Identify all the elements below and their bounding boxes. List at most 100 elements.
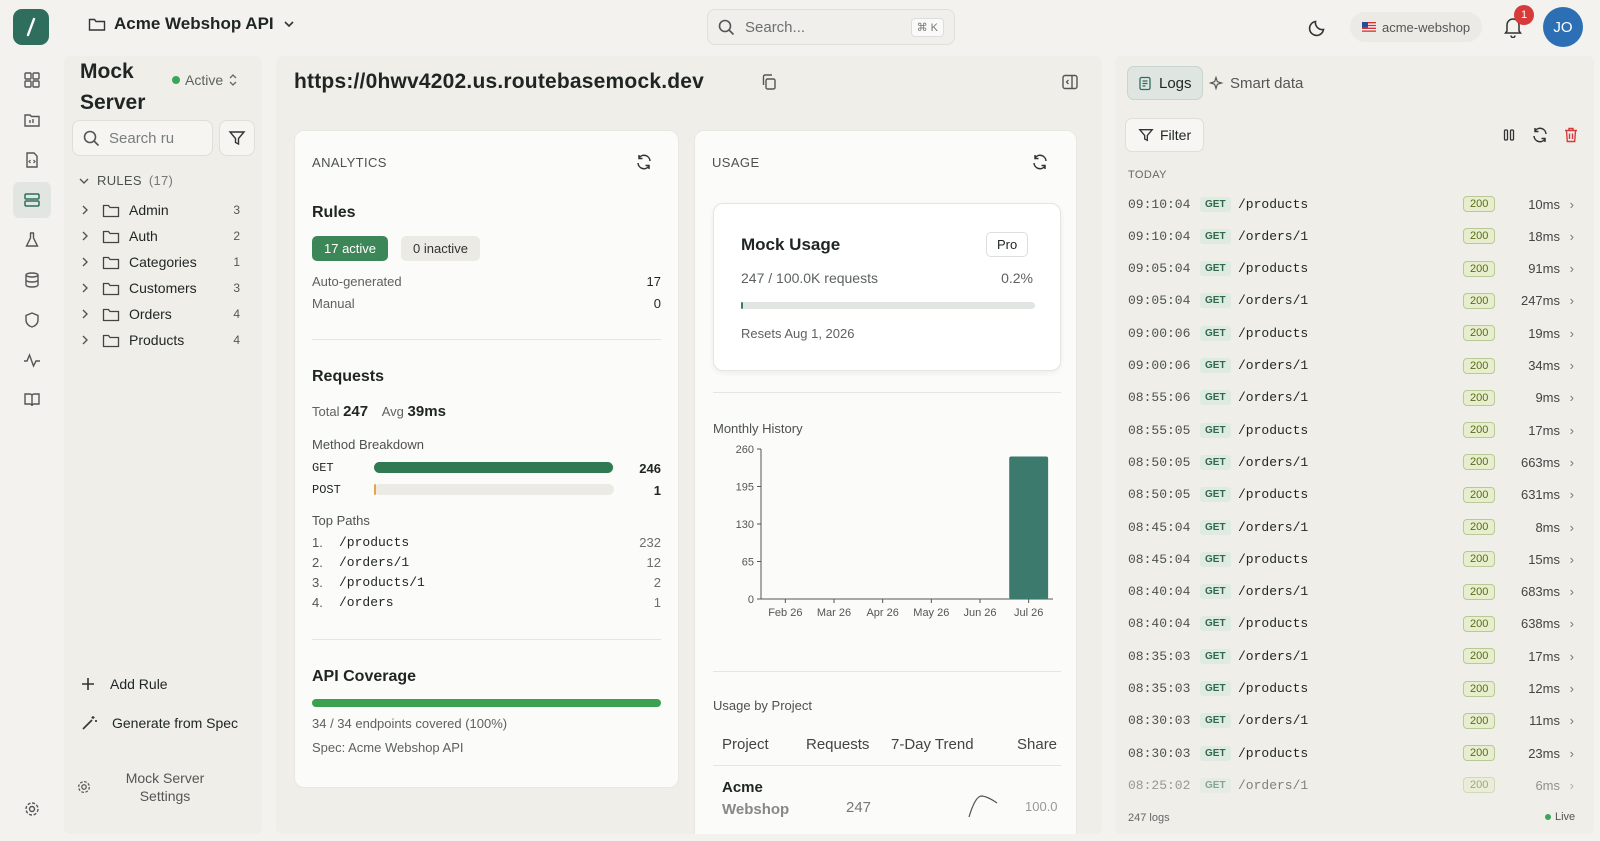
search-placeholder: Search... xyxy=(745,18,806,36)
folder-name: Orders xyxy=(129,306,172,322)
chevron-right-icon: › xyxy=(1569,681,1574,696)
th-trend: 7-Day Trend xyxy=(891,736,974,753)
rail-files[interactable] xyxy=(19,147,45,173)
rail-settings[interactable] xyxy=(19,796,45,822)
server-status-toggle[interactable]: Active xyxy=(172,72,238,88)
log-row[interactable]: 09:00:06 GET/orders/1 200 34ms › xyxy=(1115,350,1594,382)
rail-docs[interactable] xyxy=(19,387,45,413)
tab-logs[interactable]: Logs xyxy=(1127,66,1203,100)
environment-name: acme-webshop xyxy=(1382,19,1471,35)
tab-smart-data[interactable]: Smart data xyxy=(1199,66,1313,100)
avatar[interactable]: JO xyxy=(1543,7,1583,47)
log-row[interactable]: 08:45:04 GET/orders/1 200 8ms › xyxy=(1115,511,1594,543)
log-method: GET xyxy=(1200,390,1231,406)
chevron-right-icon: › xyxy=(1569,261,1574,277)
folder-icon xyxy=(102,308,120,321)
chevron-right-icon: › xyxy=(1569,228,1574,244)
rail-security[interactable] xyxy=(19,307,45,333)
log-row[interactable]: 08:45:04 GET/products 200 15ms › xyxy=(1115,543,1594,575)
copy-url-button[interactable] xyxy=(760,73,778,91)
log-time: 09:10:04 xyxy=(1128,228,1191,244)
method-get-bar-fill xyxy=(374,462,614,473)
theme-toggle[interactable] xyxy=(1308,17,1328,37)
log-row[interactable]: 08:55:06 GET/orders/1 200 9ms › xyxy=(1115,382,1594,414)
log-row[interactable]: 09:00:06 GET/products 200 19ms › xyxy=(1115,317,1594,349)
pause-logs-button[interactable] xyxy=(1501,127,1517,143)
manual-label: Manual xyxy=(312,296,355,311)
generate-label: Generate from Spec xyxy=(112,715,239,731)
log-path: /orders/1 xyxy=(1238,228,1309,244)
log-method: GET xyxy=(1200,681,1231,696)
rail-database[interactable] xyxy=(19,267,45,293)
log-time: 08:50:05 xyxy=(1128,487,1191,503)
sidebar-folder-auth[interactable]: Auth 2 xyxy=(78,224,248,248)
refresh-icon xyxy=(1033,154,1047,170)
top-path-row: 4. /orders 1 xyxy=(312,595,661,610)
log-method: GET xyxy=(1200,261,1231,277)
project-name: Acme Webshop API xyxy=(114,14,274,33)
log-row[interactable]: 08:35:03 GET/products 200 12ms › xyxy=(1115,673,1594,705)
log-duration: 19ms xyxy=(1528,325,1560,341)
global-search[interactable]: Search... ⌘ K xyxy=(707,9,955,45)
log-row[interactable]: 08:40:04 GET/products 200 638ms › xyxy=(1115,608,1594,640)
log-duration: 23ms xyxy=(1528,745,1560,761)
log-row[interactable]: 08:40:04 GET/orders/1 200 683ms › xyxy=(1115,576,1594,608)
log-row[interactable]: 08:25:02 GET/orders/1 200 6ms › xyxy=(1115,769,1594,801)
log-method: GET xyxy=(1200,584,1231,600)
sidebar-folder-products[interactable]: Products 4 xyxy=(78,328,248,352)
generate-from-spec-button[interactable]: Generate from Spec xyxy=(80,714,238,732)
tab-smart-data-label: Smart data xyxy=(1230,74,1304,92)
log-duration: 10ms xyxy=(1528,196,1560,212)
app-logo[interactable] xyxy=(13,9,49,45)
project-name-line1: Acme xyxy=(722,779,763,796)
requests-section-title: Requests xyxy=(312,368,385,385)
log-status: 200 xyxy=(1463,615,1496,632)
refresh-usage-button[interactable] xyxy=(1031,153,1049,171)
rail-tests[interactable] xyxy=(19,227,45,253)
sidebar-folder-orders[interactable]: Orders 4 xyxy=(78,302,248,326)
log-row[interactable]: 08:50:05 GET/products 200 631ms › xyxy=(1115,479,1594,511)
rail-monitoring[interactable] xyxy=(19,347,45,373)
log-path: /products xyxy=(1238,261,1309,277)
log-row[interactable]: 08:30:03 GET/orders/1 200 11ms › xyxy=(1115,705,1594,737)
refresh-analytics-button[interactable] xyxy=(635,153,653,171)
rail-collections[interactable] xyxy=(19,107,45,133)
top-path-count: 12 xyxy=(646,555,661,570)
log-row[interactable]: 08:50:05 GET/orders/1 200 663ms › xyxy=(1115,446,1594,478)
rail-mock-server[interactable] xyxy=(13,182,51,218)
top-path-rank: 2. xyxy=(312,555,323,570)
top-path-count: 2 xyxy=(653,575,661,590)
refresh-logs-button[interactable] xyxy=(1531,126,1549,144)
sidebar-folder-admin[interactable]: Admin 3 xyxy=(78,198,248,222)
clear-logs-button[interactable] xyxy=(1563,126,1579,144)
rules-filter-button[interactable] xyxy=(219,120,255,156)
add-rule-button[interactable]: Add Rule xyxy=(80,676,168,692)
log-row[interactable]: 08:55:05 GET/products 200 17ms › xyxy=(1115,414,1594,446)
log-row[interactable]: 09:10:04 GET/products 200 10ms › xyxy=(1115,188,1594,220)
log-row[interactable]: 09:05:04 GET/orders/1 200 247ms › xyxy=(1115,285,1594,317)
toggle-panel-button[interactable] xyxy=(1061,73,1079,91)
folder-count: 3 xyxy=(233,281,240,295)
sidebar-folder-customers[interactable]: Customers 3 xyxy=(78,276,248,300)
log-status: 200 xyxy=(1463,583,1496,600)
refresh-icon xyxy=(1533,127,1547,143)
log-duration: 8ms xyxy=(1535,519,1560,535)
top-path-row: 3. /products/1 2 xyxy=(312,575,661,590)
log-row[interactable]: 09:10:04 GET/orders/1 200 18ms › xyxy=(1115,220,1594,252)
project-selector[interactable]: Acme Webshop API xyxy=(88,14,296,34)
log-row[interactable]: 09:05:04 GET/products 200 91ms › xyxy=(1115,253,1594,285)
folder-count: 1 xyxy=(233,255,240,269)
rail-dashboard[interactable] xyxy=(19,67,45,93)
rules-search-input[interactable]: Search ru xyxy=(72,120,213,156)
top-path-row: 2. /orders/1 12 xyxy=(312,555,661,570)
chevron-right-icon: › xyxy=(1569,325,1574,341)
environment-pill[interactable]: acme-webshop xyxy=(1350,12,1483,42)
top-paths-title: Top Paths xyxy=(312,513,370,528)
logs-filter-button[interactable]: Filter xyxy=(1125,118,1205,152)
rules-header[interactable]: RULES (17) xyxy=(78,173,173,188)
log-row[interactable]: 08:35:03 GET/orders/1 200 17ms › xyxy=(1115,640,1594,672)
sidebar-folder-categories[interactable]: Categories 1 xyxy=(78,250,248,274)
mock-server-settings-button[interactable]: Mock Server Settings xyxy=(76,769,256,805)
top-path-name: /orders xyxy=(339,595,394,610)
log-row[interactable]: 08:30:03 GET/products 200 23ms › xyxy=(1115,737,1594,769)
